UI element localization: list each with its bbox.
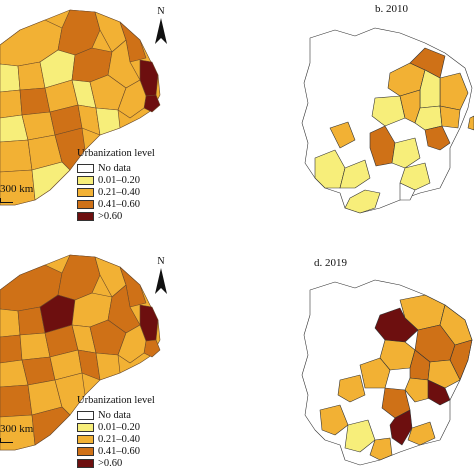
map-a-region [95,107,121,136]
legend-label: 0.21–0.40 [98,186,140,198]
map-d-region [407,421,436,446]
map-a-region [0,169,36,206]
legend-swatch-no-data [77,163,94,173]
map-c-region [95,352,121,381]
map-a-region [0,139,33,173]
map-a [0,9,161,206]
scale-bar-bottom [0,438,13,443]
map-c-region [0,308,21,338]
map-d-region [344,419,376,453]
panel-label-b: b. 2010 [375,3,408,15]
north-arrow-bottom: N [153,256,169,294]
map-c-region [119,266,147,308]
legend-item: 0.01–0.20 [77,421,155,433]
map-d-region [337,374,366,403]
legend-item: No data [77,409,155,421]
map-b-region [439,105,461,129]
panel-label-d: d. 2019 [314,257,347,269]
map-b-region [409,47,446,79]
map-d-region [374,307,419,343]
scale-label-top: 300 km [0,183,34,195]
legend-item: 0.21–0.40 [77,433,155,445]
map-b-region [467,115,474,131]
map-b-region [399,182,416,201]
map-c-region [0,334,23,364]
scale-bar-top [0,198,13,203]
legend-item: 0.41–0.60 [77,198,155,210]
map-b-region [424,125,451,151]
map-d-region [369,437,393,461]
legend-item: 0.21–0.40 [77,186,155,198]
legend-item: >0.60 [77,210,155,222]
map-b-region [344,189,381,214]
map-a-region [19,87,51,116]
map-a-region [31,161,71,201]
map-b-region [399,162,431,191]
map-a-region [54,127,86,171]
legend-label: 0.21–0.40 [98,433,140,445]
map-b-region [371,95,406,127]
legend-swatch-2 [77,187,94,197]
map-b-region [391,137,421,169]
legend-title: Urbanization level [77,148,155,159]
scale-label-bottom: 300 km [0,423,34,435]
map-d-region [319,404,349,436]
legend-label: >0.60 [98,457,123,469]
legend-label: 0.41–0.60 [98,198,140,210]
legend-label: No data [98,162,131,174]
legend-swatch-2 [77,434,94,444]
north-arrow-top: N [153,6,169,44]
legend-swatch-3 [77,199,94,209]
legend-label: 0.41–0.60 [98,445,140,457]
map-d-region [449,339,473,381]
north-arrow-icon [155,18,167,44]
north-arrow-icon [155,268,167,294]
legend-swatch-4 [77,211,94,221]
map-d-region [427,359,461,389]
map-a-region [119,21,147,63]
map-b-region [329,121,356,149]
map-c [0,254,161,451]
map-c-region [31,406,71,446]
legend-top: Urbanization level No data 0.01–0.20 0.2… [77,148,155,222]
legend-swatch-4 [77,458,94,468]
legend-label: 0.01–0.20 [98,421,140,433]
map-d-region [427,379,451,406]
legend-swatch-1 [77,422,94,432]
map-c-region [0,414,36,451]
legend-label: 0.01–0.20 [98,174,140,186]
map-a-region [0,63,21,93]
legend-item: 0.01–0.20 [77,174,155,186]
map-b-region [339,159,371,189]
north-label: N [157,6,165,17]
legend-swatch-1 [77,175,94,185]
map-c-region [54,372,86,416]
map-a-region [0,89,23,119]
map-c-region [0,384,33,418]
legend-label: No data [98,409,131,421]
map-c-region [19,332,51,361]
legend-label: >0.60 [98,210,123,222]
legend-item: >0.60 [77,457,155,469]
map-d-region [404,377,431,403]
legend-bottom: Urbanization level No data 0.01–0.20 0.2… [77,395,155,469]
legend-swatch-no-data [77,410,94,420]
legend-item: No data [77,162,155,174]
map-d-region [389,409,413,446]
north-label: N [157,256,165,267]
legend-title: Urbanization level [77,395,155,406]
map-d-region [359,357,391,389]
map-b [301,27,474,214]
map-d [301,279,473,466]
legend-item: 0.41–0.60 [77,445,155,457]
legend-swatch-3 [77,446,94,456]
